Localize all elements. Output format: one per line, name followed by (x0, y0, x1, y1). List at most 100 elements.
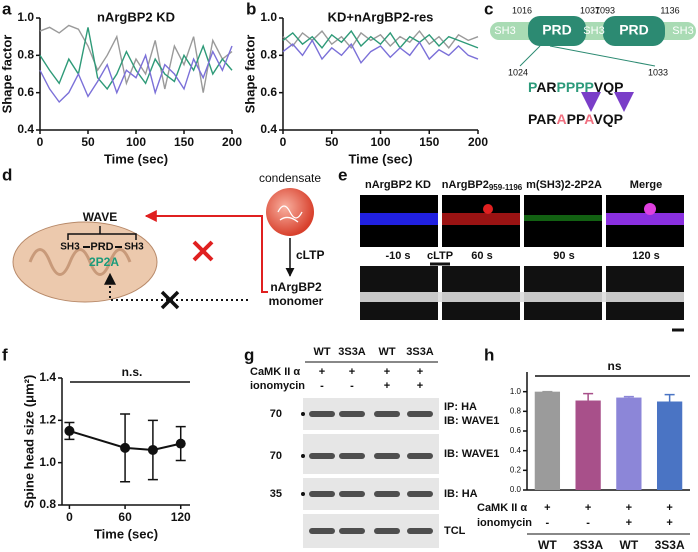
annotation: ns (607, 359, 621, 373)
row-label: ionomycin (250, 380, 305, 392)
x-tick-label: 200 (468, 135, 488, 149)
label: WAVE (83, 210, 117, 224)
time-label: -10 s (385, 250, 410, 262)
x-tick-label: 60 (118, 510, 132, 524)
domain-label: PRD (619, 22, 649, 38)
residue: VQP (594, 79, 624, 95)
band (309, 411, 335, 417)
residue: VQP (593, 111, 623, 127)
y-tick-label: 1.0 (510, 387, 522, 396)
band (309, 491, 335, 497)
charts: 0.4 0.6 0.8 1.0 0 50 100 150 200 Time (sec) Shape … (0, 9, 690, 552)
residue: A (557, 111, 567, 127)
band (407, 411, 433, 417)
band (374, 491, 400, 497)
band (374, 453, 400, 459)
label: SH3 (60, 242, 80, 253)
y-tick-label: 0.6 (260, 85, 277, 99)
cristae (28, 248, 132, 276)
y-tick-label: 0.4 (510, 446, 522, 455)
y-tick-label: 0.8 (510, 406, 522, 415)
time-label: 90 s (553, 250, 574, 262)
time-label: cLTP (427, 250, 453, 262)
bracket (67, 226, 137, 240)
model-diagram: WAVE SH3 PRD SH3 2P2A condensate cLTP nA… (12, 171, 324, 310)
dendrite (360, 213, 438, 225)
x-tick-label: 100 (126, 135, 146, 149)
y-tick-label: 1.0 (39, 455, 56, 469)
blot-label: IB: WAVE1 (444, 448, 499, 460)
blot-label: IP: HA (444, 401, 477, 413)
label: monomer (269, 294, 324, 308)
y-axis-label: Shape factor (242, 35, 257, 114)
panel-label: d (2, 165, 12, 184)
y-tick-label: 0.8 (39, 497, 56, 511)
x-tick-label: 50 (325, 135, 339, 149)
y-tick-label: 1.0 (17, 10, 34, 24)
x-tick-label: 0 (37, 135, 44, 149)
series-line (39, 24, 233, 93)
sign: + (384, 366, 390, 378)
label-part: nArgBP2 (442, 179, 489, 191)
y-tick-label: 0.2 (510, 465, 522, 474)
domain-diagram: SH3 PRD SH3 PRD SH3 1016 1037 1093 1136 … (490, 5, 696, 127)
lane-label: 3S3A (338, 346, 366, 358)
series-line (69, 429, 181, 451)
label: PRD (90, 241, 113, 253)
row-label: ionomycin (477, 517, 532, 529)
x-tick-label: 0 (280, 135, 287, 149)
sign: + (544, 502, 550, 514)
column-label: Merge (630, 179, 662, 191)
label-part: 959-1196 (489, 183, 523, 192)
column-label: nArgBP2959-1196 (442, 179, 523, 192)
bar (575, 400, 601, 490)
domain-label: SH3 (494, 25, 515, 37)
x-tick-label: 50 (81, 135, 95, 149)
series-line (39, 27, 233, 91)
dotted-arrow (104, 272, 248, 301)
sign: - (320, 380, 324, 392)
band (374, 411, 400, 417)
series-line (39, 45, 233, 104)
position: 1016 (512, 5, 532, 15)
marker-dot (301, 492, 305, 496)
label: 2P2A (89, 255, 119, 269)
y-tick-label: 0.6 (510, 426, 522, 435)
marker: 70 (270, 450, 282, 462)
band (339, 453, 365, 459)
band (407, 528, 433, 534)
y-tick-label: 0.8 (17, 48, 34, 62)
sign: - (546, 517, 550, 529)
block-mark (192, 240, 214, 262)
x-tick-label: 100 (370, 135, 390, 149)
y-tick-label: 0.4 (260, 122, 277, 136)
residue: PAR (528, 111, 557, 127)
lane-label: 3S3A (406, 346, 434, 358)
x-axis-label: Time (sec) (104, 151, 168, 166)
sign: - (586, 517, 590, 529)
sign: + (626, 517, 632, 529)
panel-label: b (246, 0, 256, 18)
marker: 35 (270, 488, 282, 500)
series-line (282, 39, 479, 65)
blot-label: IB: HA (444, 488, 478, 500)
dendrite (524, 215, 602, 221)
y-tick-label: 0.8 (260, 48, 277, 62)
sign: + (349, 366, 355, 378)
x-tick-label: 3S3A (655, 538, 685, 552)
zoom-line (549, 45, 656, 67)
spine (644, 203, 656, 215)
sign: + (417, 366, 423, 378)
x-tick-label: WT (620, 538, 639, 552)
sign: + (666, 517, 672, 529)
domain-label: PRD (542, 22, 572, 38)
y-tick-label: 0.6 (17, 85, 34, 99)
residue: PPPP (557, 79, 594, 95)
band (339, 411, 365, 417)
time-label: 120 s (632, 250, 660, 262)
x-tick-label: 200 (222, 135, 242, 149)
domain-label: SH3 (672, 25, 693, 37)
marker: 70 (270, 408, 282, 420)
x-tick-label: 0 (66, 510, 73, 524)
dendrite (606, 213, 684, 225)
